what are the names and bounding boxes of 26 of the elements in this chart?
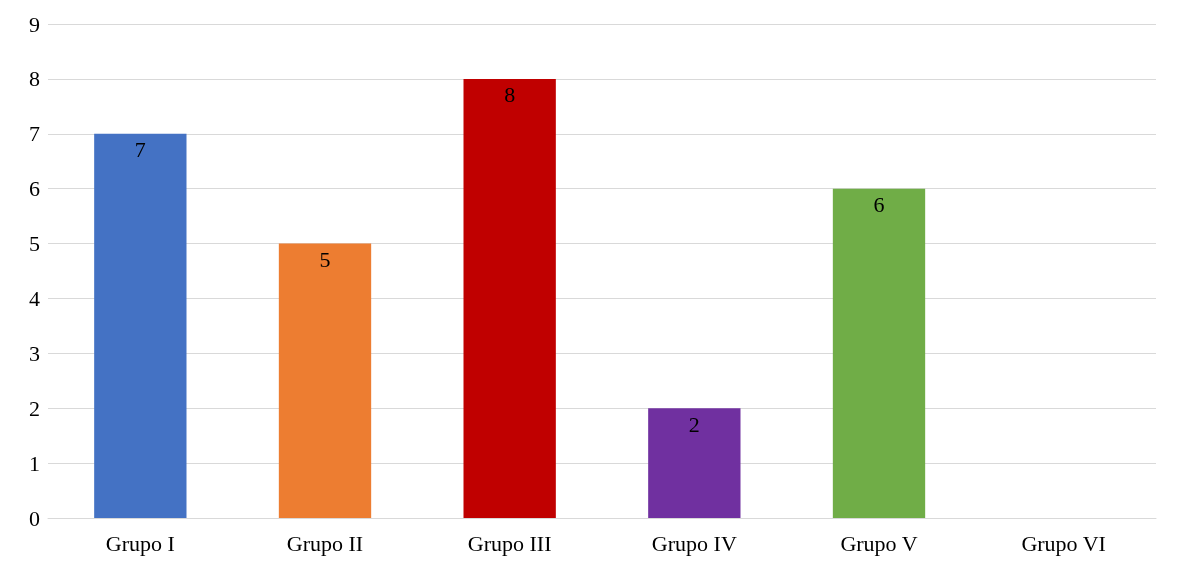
x-tick-label: Grupo III: [467, 530, 552, 556]
y-tick-label: 5: [29, 231, 40, 257]
data-label: 5: [319, 247, 331, 273]
data-label: 6: [873, 192, 885, 218]
x-tick-label: Grupo VI: [1021, 530, 1106, 556]
bar: [648, 408, 741, 518]
data-label: 7: [134, 137, 146, 163]
y-tick-label: 7: [29, 121, 40, 147]
y-tick-label: 2: [29, 395, 40, 421]
y-tick-label: 3: [29, 340, 40, 366]
x-tick-label: Grupo II: [286, 530, 364, 556]
bar: [832, 188, 926, 518]
x-tick-label: Grupo V: [840, 530, 918, 556]
y-tick-label: 4: [29, 285, 40, 311]
bar: [278, 243, 372, 518]
bar: [463, 78, 556, 518]
y-tick-label: 9: [29, 11, 40, 37]
y-tick-label: 1: [29, 450, 40, 476]
data-label: 8: [504, 82, 516, 108]
y-tick-label: 6: [29, 176, 40, 202]
data-label: 2: [688, 411, 700, 437]
x-tick-label: Grupo IV: [651, 530, 737, 556]
y-tick-label: 0: [29, 505, 40, 531]
bar: [94, 133, 187, 518]
y-tick-label: 8: [29, 66, 40, 92]
x-tick-label: Grupo I: [105, 530, 175, 556]
